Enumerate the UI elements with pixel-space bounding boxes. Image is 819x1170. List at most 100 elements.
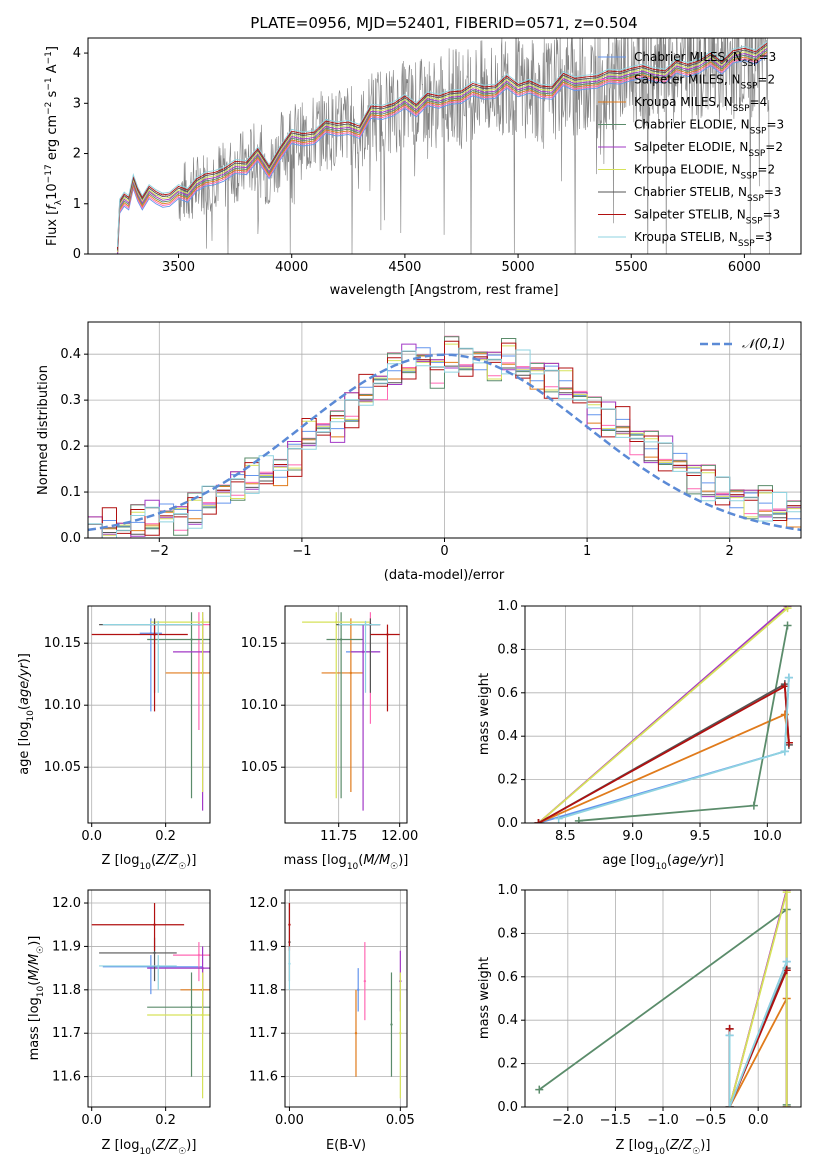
label-part: Salpeter ELODIE, N (634, 140, 748, 154)
label-part: ] (45, 46, 60, 51)
y-tick-label: 0.2 (497, 1057, 518, 1072)
y-tick-label: 11.9 (52, 939, 81, 954)
point-8 (157, 623, 160, 626)
label-part: =4 (750, 95, 768, 109)
label-part: SSP (742, 59, 759, 69)
label-part: =3 (759, 50, 777, 64)
model-spectrum-0 (117, 55, 768, 254)
y-axis-label-residual: Normed distribution (36, 365, 51, 495)
y-tick-label: 10.05 (241, 760, 278, 775)
label-part: Chabrier MILES, N (634, 50, 742, 64)
plot-area (288, 903, 402, 1099)
y-tick-label: 0.0 (497, 816, 518, 831)
x-tick-label: 1 (583, 544, 591, 559)
label-part: −17 (44, 164, 54, 183)
label-part: SSP (750, 127, 767, 137)
plot-area (91, 612, 210, 811)
label-part: 10 (45, 183, 60, 200)
y-tick-label: 10.10 (241, 698, 278, 713)
weight-marker-3 (783, 621, 792, 630)
label-part: 10 (653, 1147, 665, 1157)
label-part: mass weight (477, 957, 492, 1039)
axes-frame (87, 37, 802, 255)
label-part: =3 (763, 208, 781, 222)
x-tick-label: 10.0 (753, 829, 782, 844)
label-part: Z [log (102, 853, 140, 868)
y-tick-label: 10.05 (44, 760, 81, 775)
label-part: SSP (746, 217, 763, 227)
label-part: )] (186, 1138, 196, 1153)
weight-marker-5 (782, 1103, 791, 1107)
x-tick-label: 11.75 (320, 829, 357, 844)
y-tick-label: 1.0 (497, 883, 518, 898)
y-tick-label: 11.8 (52, 983, 81, 998)
label-part: SSP (733, 104, 750, 114)
model-spectrum-8 (116, 41, 768, 248)
point-7 (153, 633, 156, 636)
y-tick-label: 11.8 (249, 983, 278, 998)
label-part: (data-model)/error (384, 568, 505, 583)
y-tick-label: 2 (73, 147, 81, 162)
label-part: age [log (602, 853, 655, 868)
axes-2: 0.0 0.2 10.05 10.10 10.15 (44, 605, 211, 844)
x-tick-label: 5500 (615, 260, 648, 275)
label-part: =2 (765, 140, 783, 154)
x-tick-label: 0.0 (81, 1113, 102, 1128)
label-part: Flux [ (45, 210, 60, 246)
weight-marker-8 (784, 673, 793, 682)
y-tick-label: 10.15 (241, 636, 278, 651)
label-part: Normed distribution (36, 365, 51, 495)
label-part: Kroupa STELIB, N (634, 230, 738, 244)
x-tick-label: 0.2 (155, 829, 176, 844)
x-tick-label: 0 (440, 544, 448, 559)
x-axis-label-residual: (data-model)/error (384, 568, 505, 583)
y-tick-label: 10.15 (44, 636, 81, 651)
axes-0: 3500 4000 4500 5000 5500 6000 0 1 2 3 4 (73, 37, 802, 275)
label-part: 10 (36, 985, 46, 997)
point-6 (153, 951, 156, 955)
label-part: mass weight (477, 673, 492, 755)
weight-line-8 (728, 961, 788, 1107)
y-tick-label: 0.4 (497, 729, 518, 744)
label-part: age [log (17, 722, 32, 775)
plot-area (534, 606, 793, 823)
legend-label-6: Chabrier STELIB, NSSP=3 (634, 185, 782, 204)
point-3 (190, 638, 193, 641)
x-tick-label: −2.0 (552, 1113, 584, 1128)
x-axis-label-mass-Z: Z [log10(Z/Z☉)] (102, 1138, 197, 1157)
label-part: )] (714, 853, 724, 868)
plot-area (116, 38, 770, 254)
label-part: −2 (44, 102, 54, 115)
y-tick-label: 1 (73, 197, 81, 212)
axes-6: 0.00 0.05 11.6 11.7 11.8 11.9 12.0 (249, 889, 415, 1128)
label-part: M/M (27, 954, 42, 981)
y-axis-label-weight-age: mass weight (477, 673, 492, 755)
label-part: ( (358, 853, 363, 868)
label-part: f (45, 203, 60, 210)
label-part: Z/Z (669, 1138, 693, 1153)
x-tick-label: 5000 (502, 260, 535, 275)
x-tick-label: −1 (292, 544, 311, 559)
model-spectrum-4 (116, 48, 768, 254)
x-tick-label: −1.5 (600, 1113, 632, 1128)
y-tick-label: 12.0 (52, 896, 81, 911)
y-tick-label: 0.4 (497, 1013, 518, 1028)
axes-frame (87, 889, 211, 1108)
plot-area (91, 903, 210, 1099)
legend-label-3: Chabrier ELODIE, NSSP=3 (634, 118, 784, 137)
y-tick-label: 11.6 (52, 1070, 81, 1085)
label-part: ☉ (36, 946, 46, 954)
label-part: ( (17, 705, 32, 710)
label-part: )] (27, 936, 42, 946)
weight-marker-3 (574, 816, 583, 823)
weight-marker-8 (725, 1103, 734, 1107)
x-tick-label: −0.5 (695, 1113, 727, 1128)
label-part: SSP (748, 149, 765, 159)
label-part: Z/Z (155, 1138, 179, 1153)
y-tick-label: 4 (73, 46, 81, 61)
weight-marker-8 (725, 1031, 734, 1040)
weight-marker-7 (780, 682, 789, 691)
label-part: SSP (747, 194, 764, 204)
point-5 (399, 1032, 402, 1035)
point-5 (335, 620, 338, 624)
